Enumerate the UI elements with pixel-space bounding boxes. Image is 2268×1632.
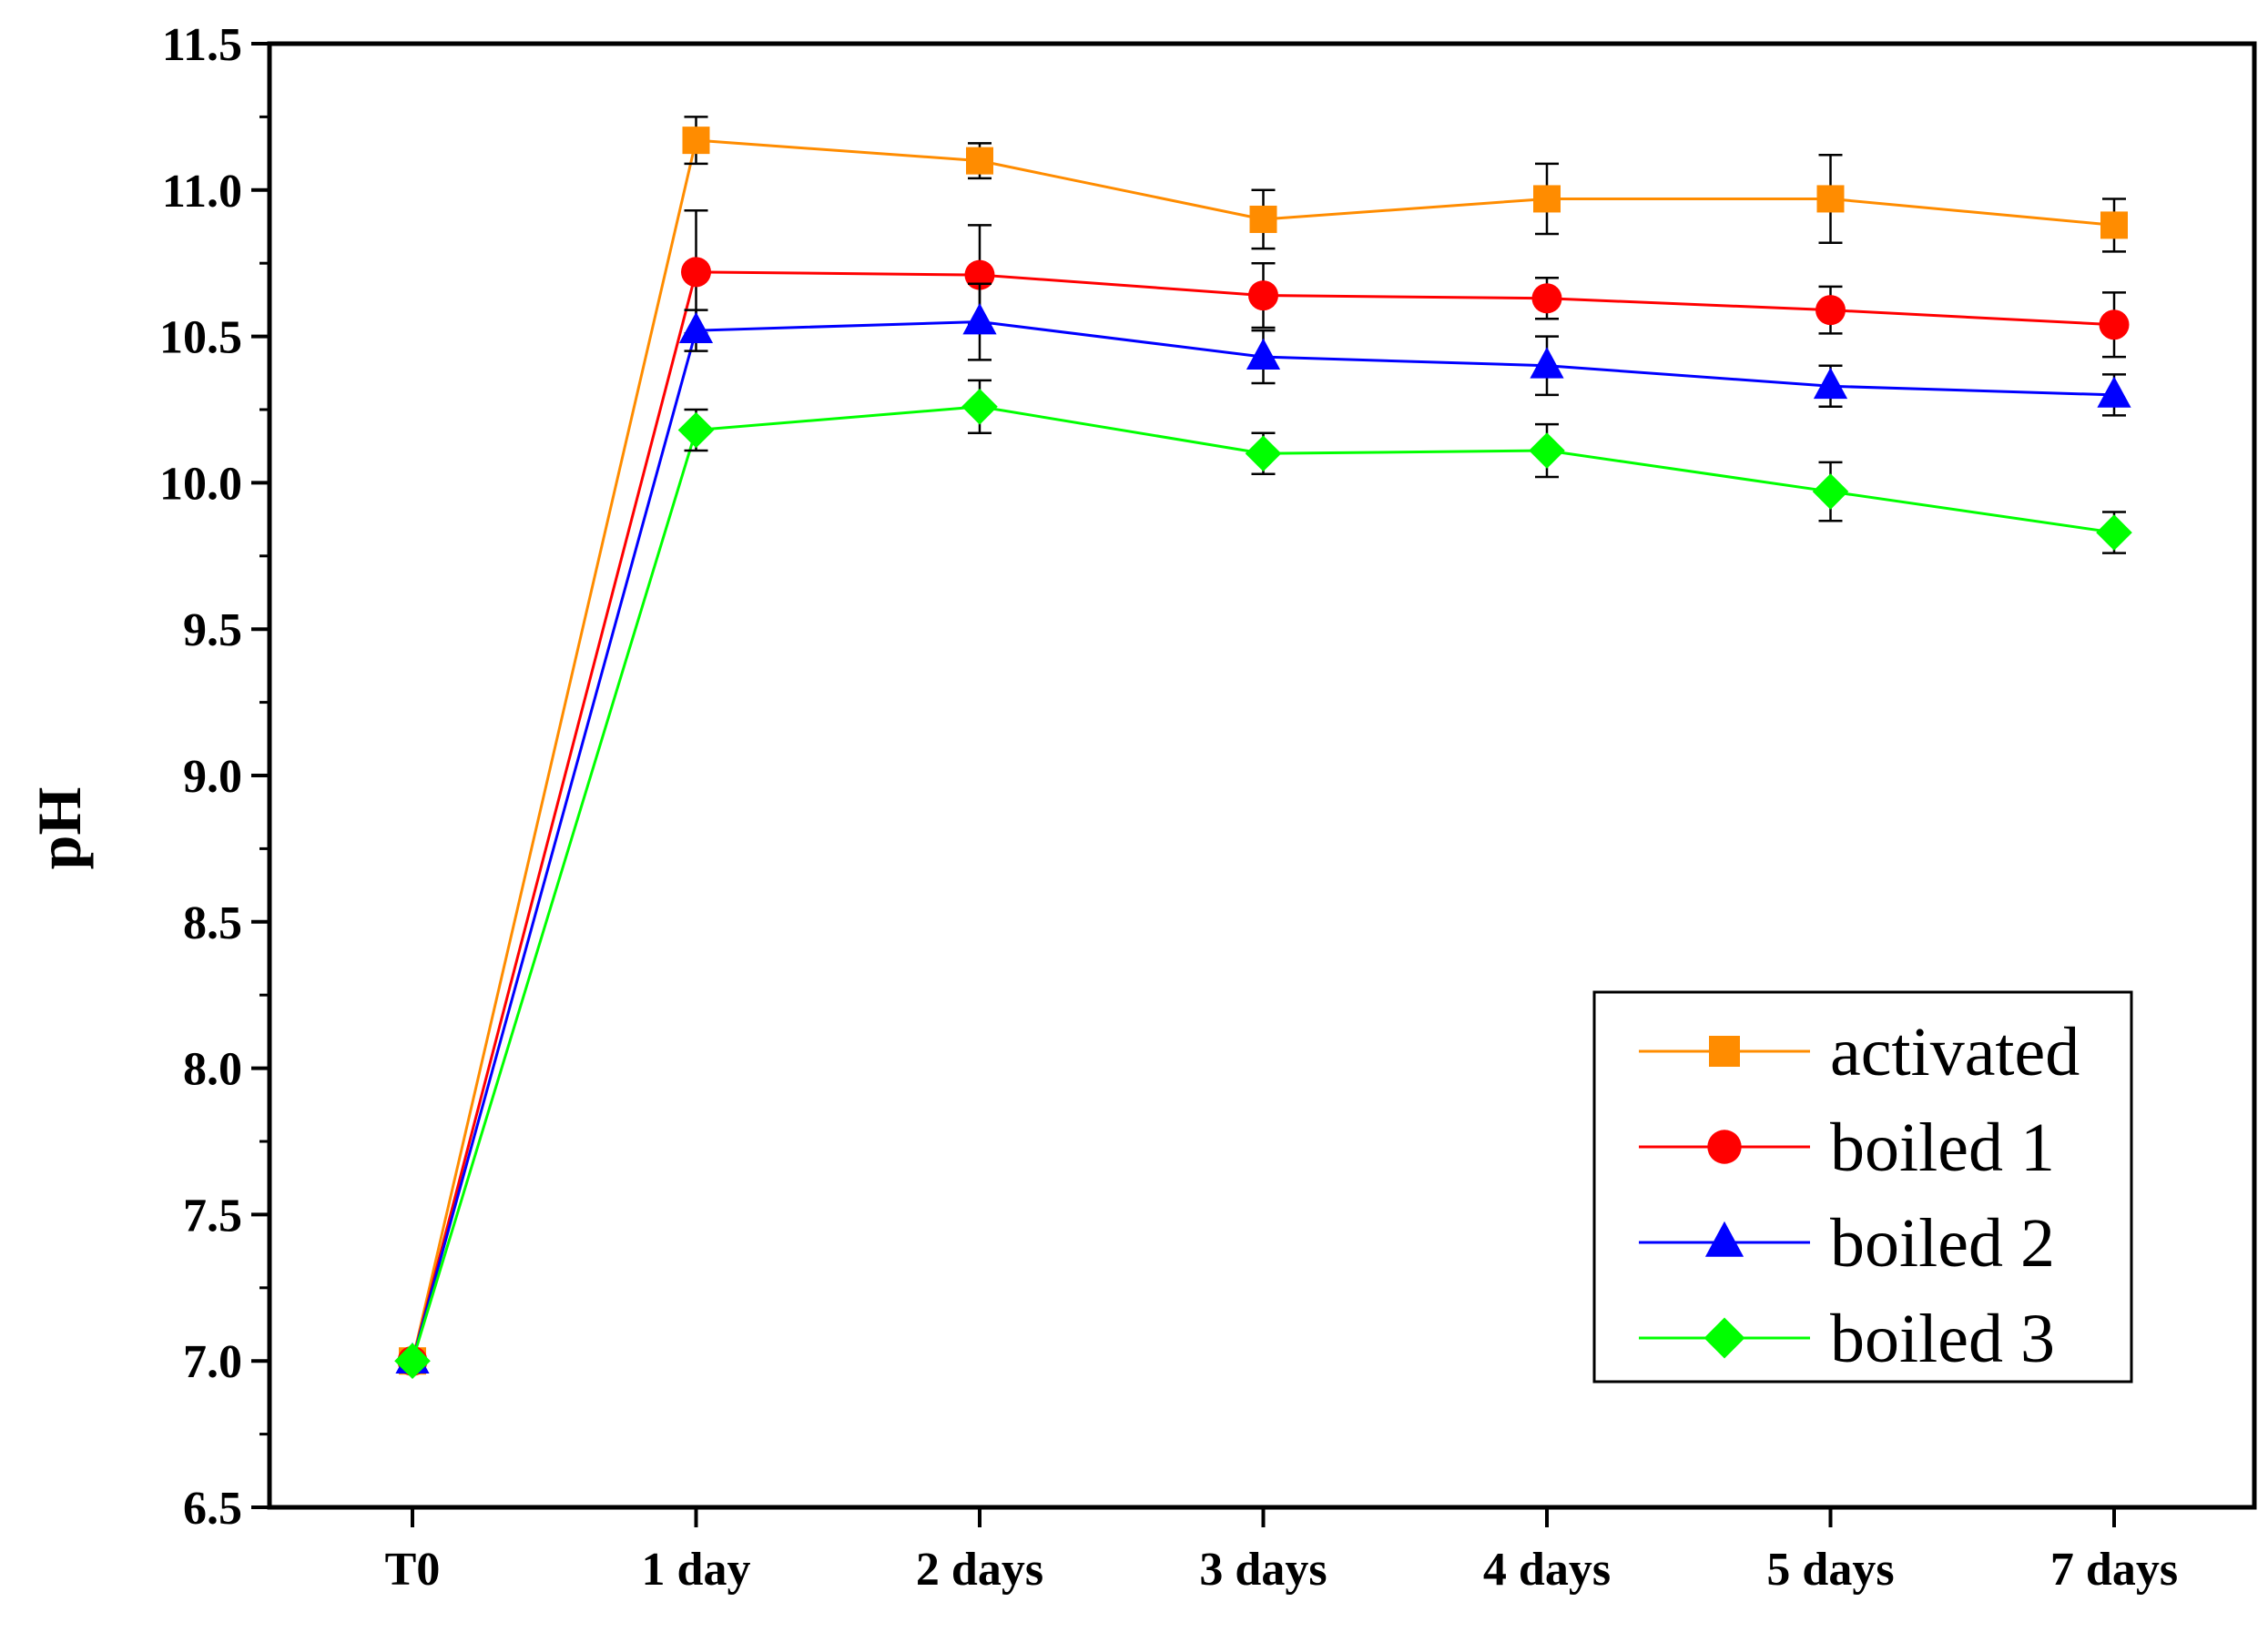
x-tick-label: 2 days: [916, 1544, 1043, 1596]
data-point-activated: [1816, 185, 1845, 213]
data-point-boiled-3: [1812, 473, 1849, 510]
x-tick-label: 5 days: [1766, 1544, 1894, 1596]
y-tick-label: 6.5: [183, 1483, 242, 1535]
legend-marker-boiled-2: [1704, 1221, 1744, 1257]
x-tick-label: 4 days: [1483, 1544, 1611, 1596]
data-point-boiled-1: [681, 257, 711, 288]
data-point-activated: [1249, 205, 1277, 233]
legend-marker-boiled-1: [1707, 1130, 1742, 1164]
data-point-activated: [966, 147, 993, 175]
data-point-boiled-2: [962, 303, 997, 335]
y-tick-label: 11.5: [162, 19, 242, 71]
y-tick-label: 10.0: [159, 458, 242, 510]
data-point-boiled-3: [677, 411, 715, 449]
x-tick-label: 3 days: [1199, 1544, 1327, 1596]
legend-item-boiled-1: boiled 1: [1639, 1110, 2055, 1186]
legend-marker-activated: [1709, 1036, 1740, 1067]
legend-label: boiled 3: [1830, 1301, 2055, 1377]
data-point-boiled-3: [394, 1343, 431, 1379]
y-tick-label: 10.5: [159, 312, 242, 364]
legend-label: activated: [1830, 1014, 2080, 1090]
data-point-boiled-2: [1813, 367, 1848, 400]
legend-label: boiled 2: [1830, 1205, 2055, 1282]
legend: activated boiled 1 boiled 2 boiled 3: [1592, 990, 2133, 1384]
data-point-boiled-1: [964, 259, 995, 290]
legend-item-boiled-3: boiled 3: [1639, 1301, 2055, 1377]
data-point-boiled-2: [1246, 338, 1281, 370]
y-tick-label: 8.5: [183, 897, 242, 949]
legend-box: [1592, 990, 2133, 1384]
data-point-boiled-3: [1245, 435, 1282, 472]
data-point-boiled-1: [2099, 309, 2130, 340]
data-point-boiled-3: [2096, 514, 2132, 551]
legend-label: boiled 1: [1830, 1110, 2055, 1186]
legend-marker-boiled-3: [1704, 1317, 1745, 1359]
y-tick-label: 11.0: [162, 166, 242, 218]
series-boiled-3: [394, 379, 2132, 1379]
y-tick-label: 9.0: [183, 751, 242, 803]
data-point-boiled-1: [1815, 295, 1846, 326]
x-tick-label: 1 day: [642, 1544, 751, 1596]
legend-item-activated: activated: [1639, 1014, 2080, 1090]
y-tick-label: 9.5: [183, 604, 242, 656]
data-point-boiled-3: [961, 388, 998, 425]
y-tick-label: 7.5: [183, 1190, 242, 1242]
y-axis: 6.5 7.0 7.5 8.0 8.5 9.0 9.5 10.0 10.5 11.0 11.5: [159, 19, 270, 1535]
data-point-boiled-2: [2097, 376, 2131, 408]
data-point-boiled-1: [1248, 280, 1278, 311]
data-point-boiled-1: [1531, 283, 1562, 314]
data-point-activated: [1533, 185, 1561, 213]
data-point-activated: [682, 127, 710, 155]
y-tick-label: 8.0: [183, 1044, 242, 1096]
x-axis: T0 1 day 2 days 3 days 4 days 5 days 7 days: [385, 1507, 2178, 1596]
data-point-boiled-2: [678, 311, 714, 344]
series-boiled-1: [397, 209, 2130, 1376]
data-point-activated: [2100, 211, 2128, 239]
y-axis-title: pH: [25, 787, 94, 870]
series-layer: [394, 116, 2132, 1379]
x-tick-label: T0: [385, 1544, 441, 1596]
data-point-boiled-2: [1530, 347, 1564, 379]
legend-item-boiled-2: boiled 2: [1639, 1205, 2055, 1282]
data-point-boiled-3: [1529, 432, 1565, 469]
y-tick-label: 7.0: [183, 1336, 242, 1388]
x-tick-label: 7 days: [2050, 1544, 2178, 1596]
